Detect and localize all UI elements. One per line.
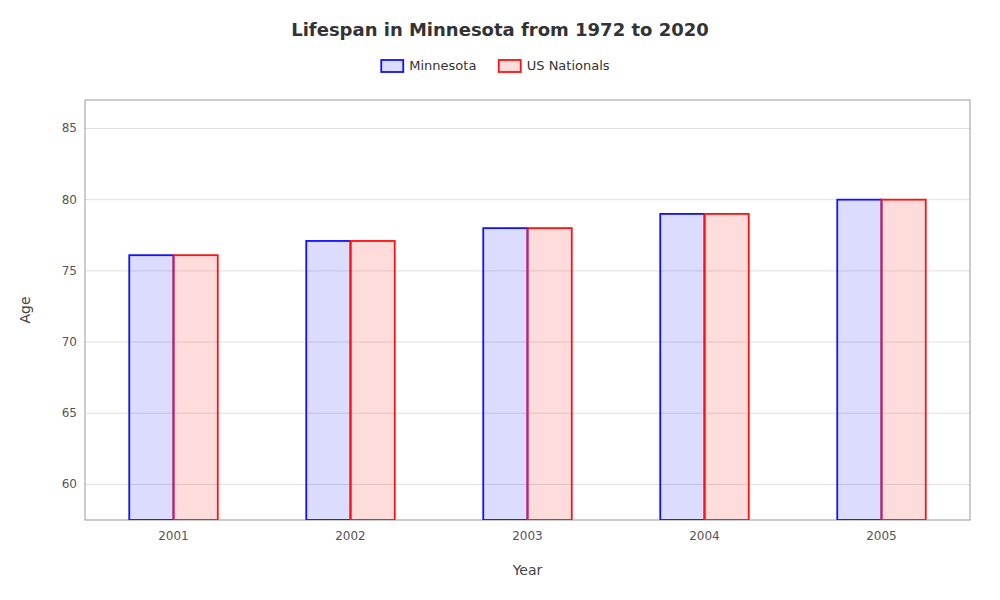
- legend-swatch: [499, 60, 521, 72]
- x-tick-label: 2002: [335, 529, 366, 543]
- chart: 60 65 70 75 80 85 2001 2002 2003 2004 2005 Year Age L…: [0, 0, 1000, 600]
- x-tick-label: 2004: [689, 529, 720, 543]
- y-axis-label: Age: [17, 296, 33, 323]
- grid-line: [85, 128, 970, 129]
- y-tick-label: 65: [62, 406, 77, 420]
- x-tick-label: 2005: [866, 529, 897, 543]
- y-tick-label: 60: [62, 477, 77, 491]
- bar: [306, 241, 350, 520]
- x-tick-label: 2001: [158, 529, 189, 543]
- y-tick-label: 75: [62, 264, 77, 278]
- bar: [129, 255, 173, 520]
- bar: [882, 200, 926, 520]
- legend-label: Minnesota: [409, 58, 476, 73]
- x-axis-label: Year: [512, 562, 543, 578]
- bar: [174, 255, 218, 520]
- y-tick-label: 85: [62, 121, 77, 135]
- bar: [528, 228, 572, 520]
- bar: [483, 228, 527, 520]
- legend: Minnesota US Nationals: [381, 58, 610, 73]
- x-tick-label: 2003: [512, 529, 543, 543]
- legend-label: US Nationals: [527, 58, 610, 73]
- bar: [351, 241, 395, 520]
- bar: [705, 214, 749, 520]
- legend-swatch: [381, 60, 403, 72]
- y-tick-label: 80: [62, 193, 77, 207]
- title: Lifespan in Minnesota from 1972 to 2020: [291, 19, 709, 40]
- plot-frame: [85, 100, 970, 520]
- bar: [660, 214, 704, 520]
- bars: [129, 200, 926, 520]
- bar: [837, 200, 881, 520]
- y-tick-label: 70: [62, 335, 77, 349]
